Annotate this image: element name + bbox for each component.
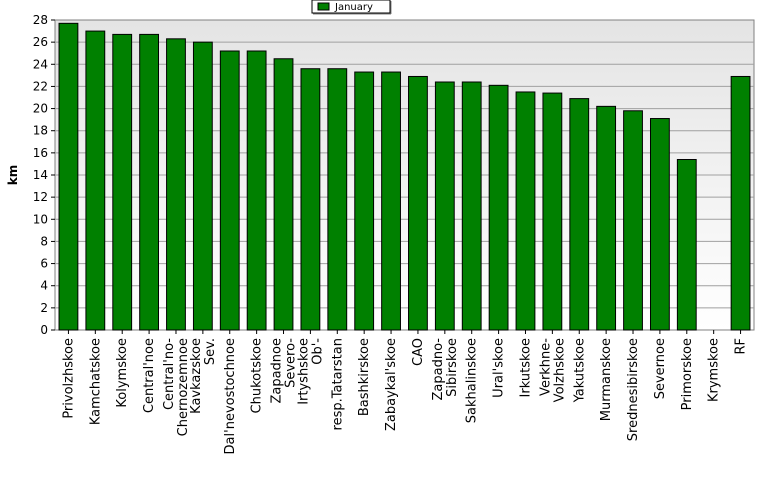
y-tick-label: 18 xyxy=(33,124,48,138)
x-axis-labels: Privolzhskoe Kamchatskoe Kolymskoe Central'… xyxy=(61,330,749,454)
bar[interactable] xyxy=(408,75,428,331)
y-tick-label: 14 xyxy=(33,168,48,182)
bar[interactable] xyxy=(327,68,348,331)
x-category-label: Irkutskoe xyxy=(518,338,533,397)
bar[interactable] xyxy=(730,75,751,331)
x-category-label: Zapadnoe xyxy=(270,338,285,404)
x-category-label: Zabaykal'skoe xyxy=(384,338,399,431)
x-category-label: Dal'nevostochnoe xyxy=(223,338,238,454)
bar[interactable] xyxy=(246,50,267,331)
x-category-label: Krymskoe xyxy=(707,338,722,402)
x-category-label: Murmanskoe xyxy=(599,338,614,421)
y-tick-label: 4 xyxy=(40,279,48,293)
bar[interactable] xyxy=(85,30,106,331)
x-category-label: RF xyxy=(734,338,749,355)
x-category-label: Kavkazskoe xyxy=(189,338,204,414)
x-category-label: Volzhskoe xyxy=(552,338,567,402)
bar[interactable] xyxy=(300,68,321,331)
bar[interactable] xyxy=(542,92,563,331)
y-tick-label: 16 xyxy=(33,146,48,160)
bar[interactable] xyxy=(381,71,401,331)
x-category-label: Ob'- xyxy=(310,338,325,365)
x-category-label: Sakhalinskoe xyxy=(465,338,480,423)
bar[interactable] xyxy=(354,71,375,331)
legend-box xyxy=(311,0,391,14)
x-category-label: Sibirskoe xyxy=(445,338,460,397)
x-category-label: Kolymskoe xyxy=(115,338,130,408)
y-tick-label: 8 xyxy=(40,234,48,248)
bar[interactable] xyxy=(649,118,670,331)
legend-swatch xyxy=(317,2,330,11)
x-category-label: Irtyshskoe xyxy=(296,338,311,405)
bar[interactable] xyxy=(219,50,240,331)
x-category-label: Ural'skoe xyxy=(492,338,507,398)
bar[interactable] xyxy=(112,33,133,331)
bar[interactable] xyxy=(596,105,617,331)
bar[interactable] xyxy=(461,81,482,331)
bar[interactable] xyxy=(139,33,160,331)
y-tick-label: 0 xyxy=(40,323,48,337)
x-category-label: Chukotskoe xyxy=(250,338,265,413)
x-category-label: Privolzhskoe xyxy=(61,338,76,419)
x-category-label: Bashkirskoe xyxy=(357,338,372,416)
y-tick-label: 12 xyxy=(33,190,48,204)
y-tick-label: 22 xyxy=(33,79,48,93)
bar[interactable] xyxy=(166,38,186,331)
x-category-label: Srednesibirskoe xyxy=(626,338,641,441)
y-tick-label: 6 xyxy=(40,257,48,271)
y-tick-label: 20 xyxy=(33,102,48,116)
bar[interactable] xyxy=(676,159,697,331)
legend-label: January xyxy=(334,2,373,13)
y-tick-label: 24 xyxy=(33,57,48,71)
x-category-label: Central'no- xyxy=(162,338,177,410)
x-category-label: CAO xyxy=(411,338,426,366)
x-category-label: Severnoe xyxy=(653,338,668,399)
bar[interactable] xyxy=(623,110,643,331)
y-tick-label: 26 xyxy=(33,35,48,49)
bar[interactable] xyxy=(192,41,213,331)
bar[interactable] xyxy=(488,84,509,331)
bar[interactable] xyxy=(434,81,455,331)
y-tick-label: 2 xyxy=(40,301,48,315)
bars xyxy=(58,22,751,331)
bar[interactable] xyxy=(58,22,79,331)
x-category-label: Zapadno- xyxy=(431,338,446,401)
x-category-label: Kamchatskoe xyxy=(88,338,103,425)
x-category-label: Severo- xyxy=(284,338,299,388)
bar[interactable] xyxy=(569,98,590,331)
x-category-label: Chernozemnoe xyxy=(176,338,191,436)
bar[interactable] xyxy=(515,91,536,331)
y-tick-label: 10 xyxy=(33,212,48,226)
x-category-label: Yakutskoe xyxy=(572,338,587,403)
y-tick-label: 28 xyxy=(33,13,48,27)
x-category-label: Primorskoe xyxy=(680,338,695,410)
legend[interactable]: January xyxy=(311,0,392,15)
x-category-label: Sev. xyxy=(203,338,218,365)
bar[interactable] xyxy=(273,58,294,331)
x-category-label: Verkhne- xyxy=(538,338,553,396)
y-axis-title: km xyxy=(6,165,20,185)
x-category-label: resp.Tatarstan xyxy=(330,338,345,430)
x-category-label: Central'noe xyxy=(142,338,157,413)
